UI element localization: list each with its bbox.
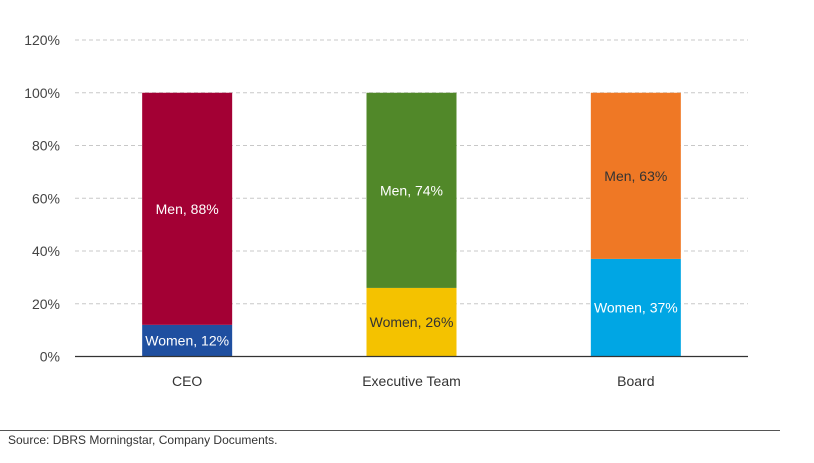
x-category-label: CEO xyxy=(172,373,202,389)
y-tick-label: 20% xyxy=(32,296,60,312)
y-tick-label: 100% xyxy=(24,85,60,101)
bar-segment-men xyxy=(366,92,457,288)
bar-segment-women xyxy=(142,324,233,357)
x-category-label: Executive Team xyxy=(362,373,461,389)
chart: 0% 20% 40% 60% 80% 100% 120% Women, 12% Men, 88%… xyxy=(24,32,748,389)
bar-segment-women xyxy=(590,258,681,357)
y-tick-label: 80% xyxy=(32,138,60,154)
bar-label-women: Women, 26% xyxy=(370,314,454,330)
bar-segment-women xyxy=(366,287,457,357)
bar-label-men: Men, 74% xyxy=(380,182,443,198)
bar-label-women: Women, 37% xyxy=(594,300,678,316)
y-tick-label: 60% xyxy=(32,190,60,206)
source-note: Source: DBRS Morningstar, Company Docume… xyxy=(8,433,278,447)
bar-segment-men xyxy=(142,92,233,325)
bar-label-women: Women, 12% xyxy=(145,333,229,349)
source-divider xyxy=(0,430,780,431)
x-category-label: Board xyxy=(617,373,654,389)
bar-segment-men xyxy=(590,92,681,259)
y-tick-label: 0% xyxy=(40,349,60,365)
y-tick-label: 120% xyxy=(24,32,60,48)
bar-label-men: Men, 63% xyxy=(604,168,667,184)
y-tick-label: 40% xyxy=(32,243,60,259)
bar-label-men: Men, 88% xyxy=(156,201,219,217)
